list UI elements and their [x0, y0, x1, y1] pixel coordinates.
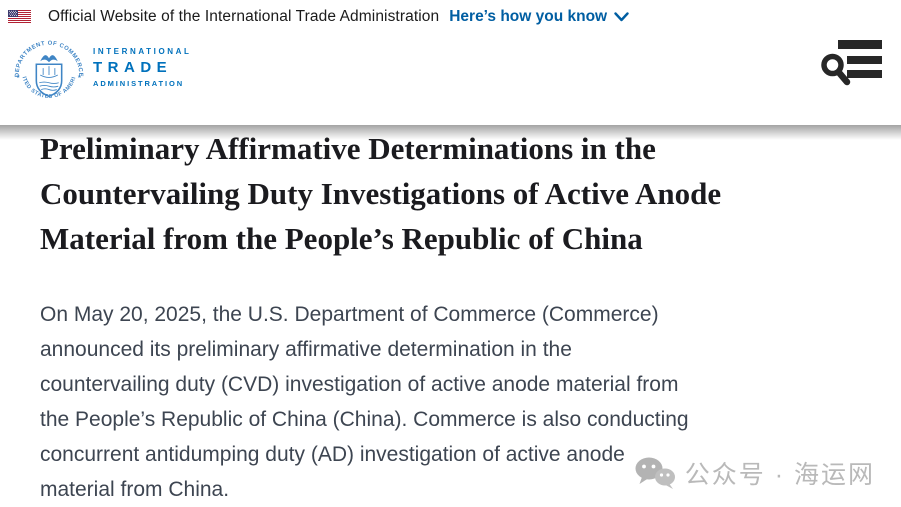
ita-wordmark: INTERNATIONAL TRADE ADMINISTRATION — [93, 47, 192, 88]
search-menu-icon — [821, 40, 882, 86]
commerce-seal-icon: DEPARTMENT OF COMMERCE UNITED STATES OF … — [10, 34, 83, 100]
site-header: DEPARTMENT OF COMMERCE UNITED STATES OF … — [0, 33, 901, 125]
page-title-line: Countervailing Duty Investigations of Ac… — [40, 176, 722, 211]
how-you-know-link[interactable]: Here’s how you know — [449, 8, 629, 26]
seal-shield — [35, 63, 63, 98]
wordmark-international: INTERNATIONAL — [93, 47, 192, 56]
seal-star-left: ★ — [16, 74, 21, 80]
chevron-down-icon — [614, 11, 629, 21]
article: Preliminary Affirmative Determinations i… — [0, 126, 901, 507]
article-paragraph-line: announced its preliminary affirmative de… — [40, 338, 572, 361]
watermark: 公众号 · 海运网 — [635, 455, 875, 491]
ita-home-logo[interactable]: DEPARTMENT OF COMMERCE UNITED STATES OF … — [10, 34, 192, 112]
official-banner: Official Website of the International Tr… — [0, 0, 901, 33]
us-flag-icon — [8, 10, 31, 23]
page-title-line: Material from the People’s Republic of C… — [40, 221, 643, 256]
wordmark-trade: TRADE — [93, 59, 173, 76]
article-paragraph-line: countervailing duty (CVD) investigation … — [40, 373, 679, 396]
article-paragraph-line: On May 20, 2025, the U.S. Department of … — [40, 303, 659, 326]
how-you-know-label: Here’s how you know — [449, 7, 608, 25]
seal-star-right: ★ — [77, 74, 82, 80]
article-paragraph-line: concurrent antidumping duty (AD) investi… — [40, 443, 625, 466]
wordmark-administration: ADMINISTRATION — [93, 79, 185, 88]
official-banner-text: Official Website of the International Tr… — [48, 7, 440, 25]
wechat-icon — [635, 457, 675, 489]
article-paragraph: On May 20, 2025, the U.S. Department of … — [40, 297, 901, 507]
page-title: Preliminary Affirmative Determinations i… — [40, 126, 901, 261]
seal-eagle — [40, 55, 58, 63]
article-paragraph-line: the People’s Republic of China (China). … — [40, 408, 689, 431]
article-paragraph-line: material from China. — [40, 478, 230, 501]
watermark-text: 公众号 · 海运网 — [684, 461, 875, 489]
header-shadow-divider — [0, 125, 901, 140]
page-title-line: Preliminary Affirmative Determinations i… — [40, 131, 656, 166]
search-menu-button[interactable] — [820, 37, 882, 90]
